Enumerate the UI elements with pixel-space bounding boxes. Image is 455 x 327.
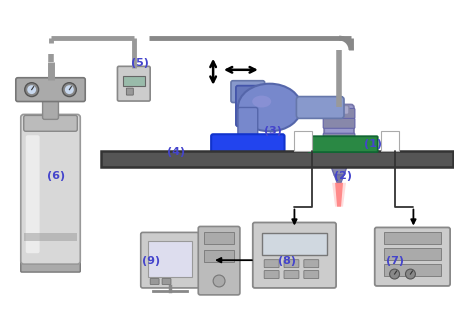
FancyBboxPatch shape [24, 115, 77, 131]
FancyBboxPatch shape [383, 264, 440, 276]
FancyBboxPatch shape [383, 232, 440, 244]
Text: (2): (2) [334, 171, 352, 181]
FancyBboxPatch shape [150, 279, 159, 284]
FancyBboxPatch shape [323, 109, 354, 118]
FancyBboxPatch shape [21, 256, 80, 272]
Text: (6): (6) [47, 171, 65, 181]
Ellipse shape [238, 84, 301, 131]
Circle shape [212, 275, 224, 287]
FancyBboxPatch shape [374, 228, 449, 286]
FancyBboxPatch shape [21, 114, 80, 264]
FancyBboxPatch shape [25, 135, 40, 253]
FancyBboxPatch shape [308, 136, 377, 152]
FancyBboxPatch shape [283, 270, 298, 279]
Polygon shape [334, 175, 343, 183]
Text: (4): (4) [167, 147, 185, 157]
FancyBboxPatch shape [147, 241, 192, 277]
FancyBboxPatch shape [283, 260, 298, 267]
Text: (3): (3) [264, 126, 282, 136]
FancyBboxPatch shape [204, 232, 233, 244]
FancyBboxPatch shape [296, 96, 343, 118]
FancyBboxPatch shape [42, 95, 58, 119]
FancyBboxPatch shape [294, 131, 312, 151]
FancyBboxPatch shape [261, 233, 326, 255]
FancyBboxPatch shape [263, 260, 278, 267]
Circle shape [25, 83, 39, 96]
FancyBboxPatch shape [123, 76, 144, 86]
FancyBboxPatch shape [162, 279, 171, 284]
FancyBboxPatch shape [303, 270, 318, 279]
FancyBboxPatch shape [238, 108, 257, 141]
Polygon shape [334, 183, 342, 207]
FancyBboxPatch shape [252, 222, 335, 288]
FancyBboxPatch shape [380, 131, 398, 151]
FancyBboxPatch shape [383, 248, 440, 260]
FancyBboxPatch shape [204, 250, 233, 262]
FancyBboxPatch shape [101, 151, 452, 167]
Circle shape [65, 85, 74, 94]
FancyBboxPatch shape [263, 270, 278, 279]
FancyBboxPatch shape [117, 66, 150, 101]
FancyBboxPatch shape [323, 148, 354, 158]
FancyBboxPatch shape [24, 233, 77, 241]
FancyBboxPatch shape [303, 260, 318, 267]
Text: (1): (1) [363, 139, 381, 149]
FancyBboxPatch shape [323, 118, 354, 128]
Circle shape [62, 83, 76, 96]
FancyBboxPatch shape [324, 105, 353, 164]
Circle shape [389, 269, 399, 279]
Circle shape [27, 85, 36, 94]
Text: (5): (5) [131, 58, 148, 68]
FancyBboxPatch shape [16, 78, 85, 101]
Ellipse shape [252, 95, 271, 108]
Polygon shape [331, 183, 345, 207]
FancyBboxPatch shape [141, 232, 199, 288]
Text: (8): (8) [277, 256, 295, 266]
FancyBboxPatch shape [126, 88, 133, 95]
FancyBboxPatch shape [198, 227, 239, 295]
FancyBboxPatch shape [231, 81, 264, 103]
Circle shape [404, 269, 415, 279]
FancyBboxPatch shape [329, 106, 348, 114]
FancyBboxPatch shape [211, 134, 284, 154]
Polygon shape [329, 161, 348, 175]
FancyBboxPatch shape [323, 133, 354, 143]
Text: (9): (9) [142, 256, 160, 266]
Text: (7): (7) [385, 256, 404, 266]
FancyBboxPatch shape [235, 86, 259, 126]
